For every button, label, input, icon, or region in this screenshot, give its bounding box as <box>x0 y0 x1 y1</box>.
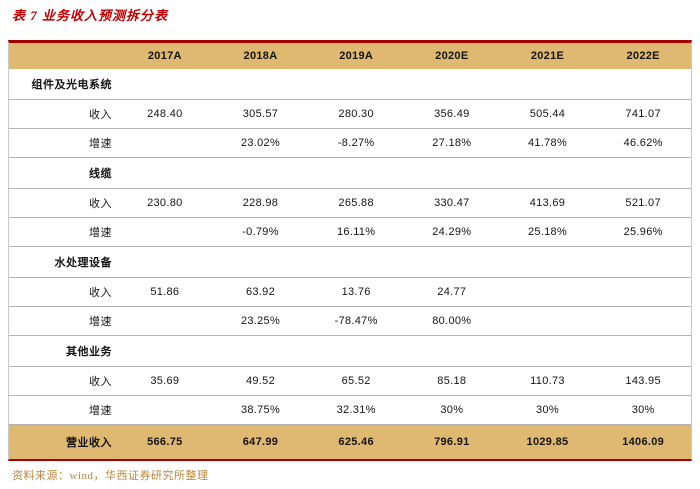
business-section-row: 水处理设备 <box>9 246 691 277</box>
metric-value: 23.25% <box>240 315 281 327</box>
metric-value: 85.18 <box>437 375 467 387</box>
section-label: 其他业务 <box>66 346 112 358</box>
section-label: 水处理设备 <box>54 257 112 269</box>
total-value: 566.75 <box>147 436 183 448</box>
metric-value: 413.69 <box>529 197 566 209</box>
year-col-header: 2019A <box>339 50 374 62</box>
metric-value: 280.30 <box>338 108 374 120</box>
metric-value: 25.96% <box>623 226 663 238</box>
metric-value: 80.00% <box>432 315 472 327</box>
metric-value: 63.92 <box>245 286 275 298</box>
metric-label: 增速 <box>89 316 112 328</box>
metric-row: 增速 23.02% -8.27% 27.18% 41.78% 46.62% <box>9 128 691 157</box>
metric-value: 65.52 <box>341 375 371 387</box>
total-value: 625.46 <box>338 436 374 448</box>
metric-value: 24.29% <box>432 226 472 238</box>
total-value: 796.91 <box>434 436 470 448</box>
metric-value: 30% <box>536 404 559 416</box>
metric-value: 23.02% <box>240 137 281 149</box>
metric-value: 356.49 <box>434 108 470 120</box>
metric-value: 30% <box>631 404 655 416</box>
year-header-row: 2017A 2018A 2019A 2020E 2021E 2022E <box>9 43 691 69</box>
total-value: 1029.85 <box>526 436 569 448</box>
metric-value: 230.80 <box>147 197 183 209</box>
total-revenue-row: 营业收入 566.75 647.99 625.46 796.91 1029.85… <box>9 424 691 459</box>
section-label: 组件及光电系统 <box>31 79 112 91</box>
metric-label: 收入 <box>89 109 112 121</box>
metric-value: 46.62% <box>623 137 663 149</box>
source-note: 资料来源：wind，华西证券研究所整理 <box>12 470 209 482</box>
metric-value: 248.40 <box>147 108 183 120</box>
metric-label: 增速 <box>89 227 112 239</box>
metric-value: -0.79% <box>242 226 279 238</box>
year-col-header: 2021E <box>530 50 565 62</box>
metric-value: 35.69 <box>150 375 180 387</box>
metric-value: -78.47% <box>334 315 378 327</box>
total-value: 647.99 <box>242 436 279 448</box>
revenue-forecast-table: 2017A 2018A 2019A 2020E 2021E 2022E 组件及光… <box>8 40 692 461</box>
metric-value: 330.47 <box>434 197 470 209</box>
metric-value: 38.75% <box>240 404 281 416</box>
metric-value: 110.73 <box>530 375 565 387</box>
metric-value: 27.18% <box>432 137 472 149</box>
metric-value: 49.52 <box>245 375 275 387</box>
year-col-header: 2022E <box>626 50 660 62</box>
metric-value: 25.18% <box>527 226 568 238</box>
business-section-row: 组件及光电系统 <box>9 69 691 99</box>
metric-value: 32.31% <box>336 404 376 416</box>
metric-label: 收入 <box>89 198 112 210</box>
metric-value: 13.76 <box>341 286 371 298</box>
year-col-header: 2020E <box>435 50 469 62</box>
metric-label: 增速 <box>89 405 112 417</box>
metric-row: 收入 230.80 228.98 265.88 330.47 413.69 521.07 <box>9 188 691 217</box>
total-row-label: 营业收入 <box>66 437 112 449</box>
metric-value: 143.95 <box>625 375 661 387</box>
year-col-header: 2017A <box>147 50 182 62</box>
metric-row: 收入 248.40 305.57 280.30 356.49 505.44 741.07 <box>9 99 691 128</box>
metric-value: 228.98 <box>242 197 279 209</box>
table-body: 组件及光电系统收入 248.40 305.57 280.30 356.49 505.44 7… <box>9 69 691 424</box>
metric-value: 24.77 <box>437 286 467 298</box>
metric-label: 增速 <box>89 138 112 150</box>
section-label: 线缆 <box>89 168 112 180</box>
metric-row: 增速 -0.79% 16.11% 24.29% 25.18% 25.96% <box>9 217 691 246</box>
table-title: 表 7 业务收入预测拆分表 <box>12 8 169 23</box>
business-section-row: 线缆 <box>9 157 691 188</box>
metric-value: 265.88 <box>338 197 374 209</box>
metric-row: 增速 23.25% -78.47% 80.00% <box>9 306 691 335</box>
metric-row: 收入 35.69 49.52 65.52 85.18 110.73 143.95 <box>9 366 691 395</box>
metric-value: 41.78% <box>527 137 568 149</box>
metric-label: 收入 <box>89 376 112 388</box>
metric-row: 增速 38.75% 32.31% 30% 30% 30% <box>9 395 691 424</box>
total-value: 1406.09 <box>622 436 665 448</box>
metric-value: 305.57 <box>242 108 279 120</box>
metric-row: 收入 51.86 63.92 13.76 24.77 <box>9 277 691 306</box>
metric-value: 505.44 <box>529 108 566 120</box>
metric-label: 收入 <box>89 287 112 299</box>
metric-value: 16.11% <box>337 226 376 238</box>
metric-value: 741.07 <box>625 108 661 120</box>
metric-value: 51.86 <box>150 286 180 298</box>
business-section-row: 其他业务 <box>9 335 691 366</box>
year-col-header: 2018A <box>243 50 278 62</box>
metric-value: 30% <box>440 404 464 416</box>
metric-value: 521.07 <box>625 197 661 209</box>
metric-value: -8.27% <box>337 137 375 149</box>
